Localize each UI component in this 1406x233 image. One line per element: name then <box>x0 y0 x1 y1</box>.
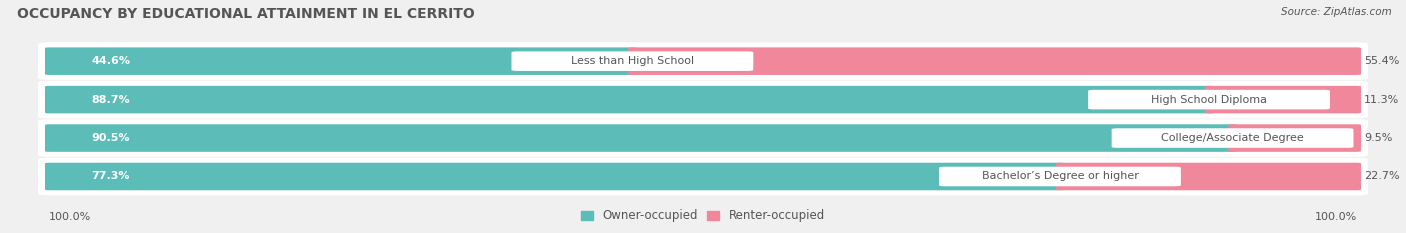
Text: Bachelor’s Degree or higher: Bachelor’s Degree or higher <box>981 171 1139 182</box>
FancyBboxPatch shape <box>628 47 1361 75</box>
Text: 90.5%: 90.5% <box>91 133 129 143</box>
Text: Less than High School: Less than High School <box>571 56 695 66</box>
FancyBboxPatch shape <box>939 167 1181 186</box>
Text: 11.3%: 11.3% <box>1364 95 1399 105</box>
Text: 9.5%: 9.5% <box>1364 133 1392 143</box>
Text: 22.7%: 22.7% <box>1364 171 1399 182</box>
FancyBboxPatch shape <box>45 124 1237 152</box>
FancyBboxPatch shape <box>1112 128 1354 148</box>
FancyBboxPatch shape <box>38 158 1368 195</box>
Text: High School Diploma: High School Diploma <box>1152 95 1267 105</box>
Text: 88.7%: 88.7% <box>91 95 129 105</box>
Text: 44.6%: 44.6% <box>91 56 131 66</box>
Text: 77.3%: 77.3% <box>91 171 129 182</box>
FancyBboxPatch shape <box>38 119 1368 157</box>
FancyBboxPatch shape <box>45 47 637 75</box>
Text: 55.4%: 55.4% <box>1364 56 1399 66</box>
Text: 100.0%: 100.0% <box>49 212 91 222</box>
FancyBboxPatch shape <box>512 51 754 71</box>
FancyBboxPatch shape <box>38 81 1368 118</box>
FancyBboxPatch shape <box>1056 163 1361 190</box>
Legend: Owner-occupied, Renter-occupied: Owner-occupied, Renter-occupied <box>576 205 830 227</box>
Text: College/Associate Degree: College/Associate Degree <box>1161 133 1303 143</box>
FancyBboxPatch shape <box>1205 86 1361 113</box>
FancyBboxPatch shape <box>45 86 1213 113</box>
FancyBboxPatch shape <box>38 42 1368 80</box>
FancyBboxPatch shape <box>1229 124 1361 152</box>
Text: Source: ZipAtlas.com: Source: ZipAtlas.com <box>1281 7 1392 17</box>
FancyBboxPatch shape <box>1088 90 1330 110</box>
FancyBboxPatch shape <box>45 163 1064 190</box>
Text: 100.0%: 100.0% <box>1315 212 1357 222</box>
Text: OCCUPANCY BY EDUCATIONAL ATTAINMENT IN EL CERRITO: OCCUPANCY BY EDUCATIONAL ATTAINMENT IN E… <box>17 7 475 21</box>
